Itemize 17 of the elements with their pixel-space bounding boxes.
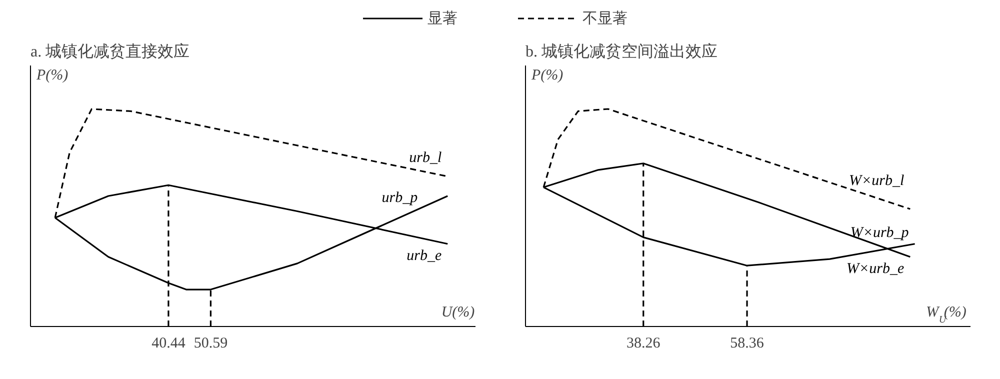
text: 不显著 [582, 8, 628, 28]
y-axis-title: P(%) [36, 68, 68, 84]
y-axis-title: P(%) [530, 68, 564, 84]
series-label: urb_p [382, 190, 418, 206]
series-label: urb_l [409, 150, 442, 166]
chart-title: b. 城镇化减贫空间溢出效应 [526, 42, 718, 60]
x-tick-label: 40.44 [152, 336, 186, 352]
series-label: W×urb_p [850, 224, 910, 241]
chart-title: a. 城镇化减贫直接效应 [30, 42, 190, 60]
series-label: W×urb_l [849, 173, 904, 190]
x-tick-label: 58.36 [730, 336, 764, 352]
x-tick-label: 50.59 [194, 336, 228, 352]
series-label: W×urb_e [846, 260, 905, 277]
x-axis-title: U(%) [441, 304, 475, 320]
text: 显著 [428, 8, 458, 28]
x-tick-label: 38.26 [626, 336, 661, 352]
series-label: urb_e [406, 248, 442, 264]
